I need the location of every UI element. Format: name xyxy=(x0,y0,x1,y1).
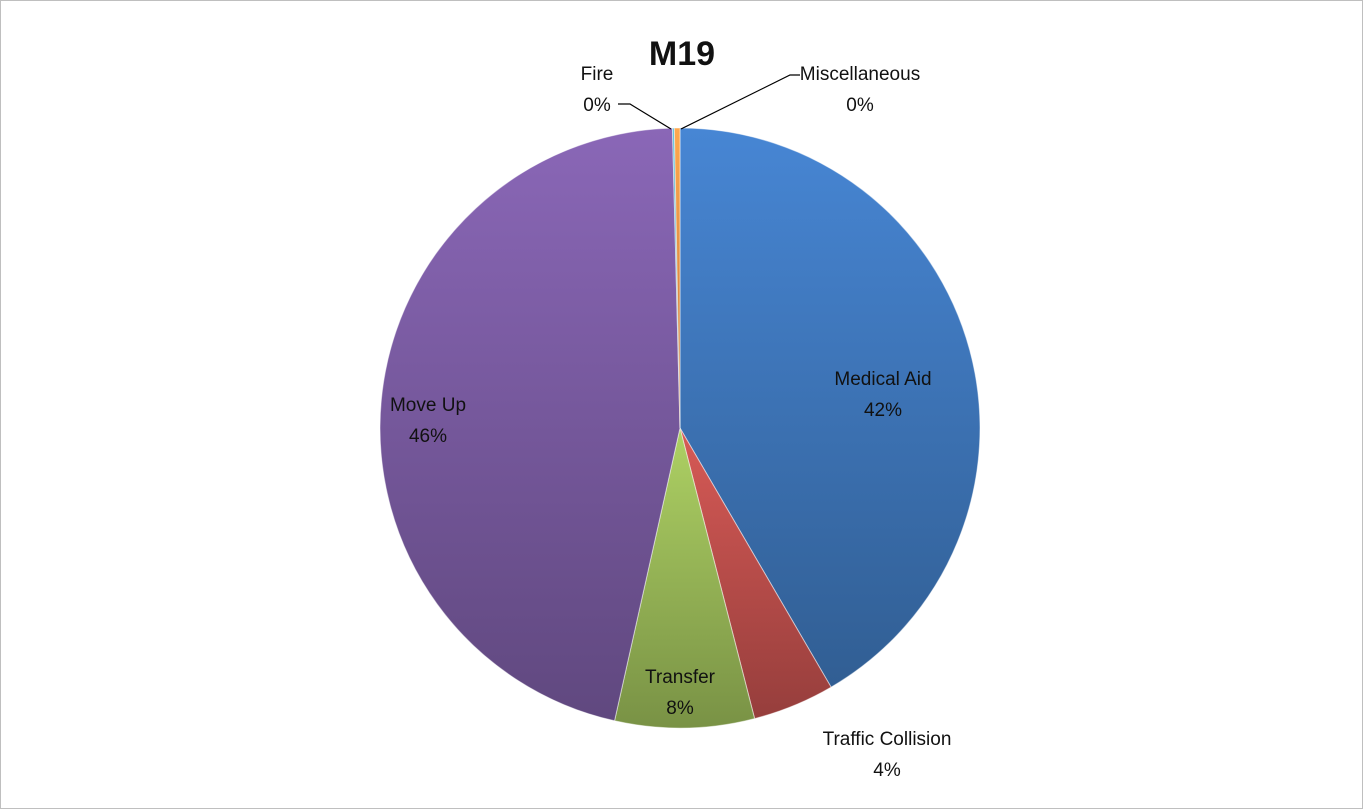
chart-title: M19 xyxy=(649,35,715,73)
slice-category-label: Medical Aid xyxy=(834,369,931,390)
slice-value-label: 4% xyxy=(873,760,901,781)
slice-value-label: 46% xyxy=(409,426,447,447)
pie-slice xyxy=(379,127,681,722)
slice-category-label: Transfer xyxy=(645,667,716,688)
slice-category-label: Fire xyxy=(581,64,614,85)
leader-line xyxy=(680,74,800,130)
pie-slice xyxy=(673,127,681,429)
slice-value-label: 42% xyxy=(864,400,902,421)
pie-slice xyxy=(679,127,981,688)
slice-value-label: 0% xyxy=(846,95,874,116)
slice-value-label: 8% xyxy=(666,698,694,719)
slice-category-label: Traffic Collision xyxy=(823,729,952,750)
slice-category-label: Move Up xyxy=(390,395,466,416)
leader-line xyxy=(618,103,672,130)
pie-slice xyxy=(613,427,756,729)
slice-category-label: Miscellaneous xyxy=(800,64,920,85)
slice-value-label: 0% xyxy=(583,95,611,116)
